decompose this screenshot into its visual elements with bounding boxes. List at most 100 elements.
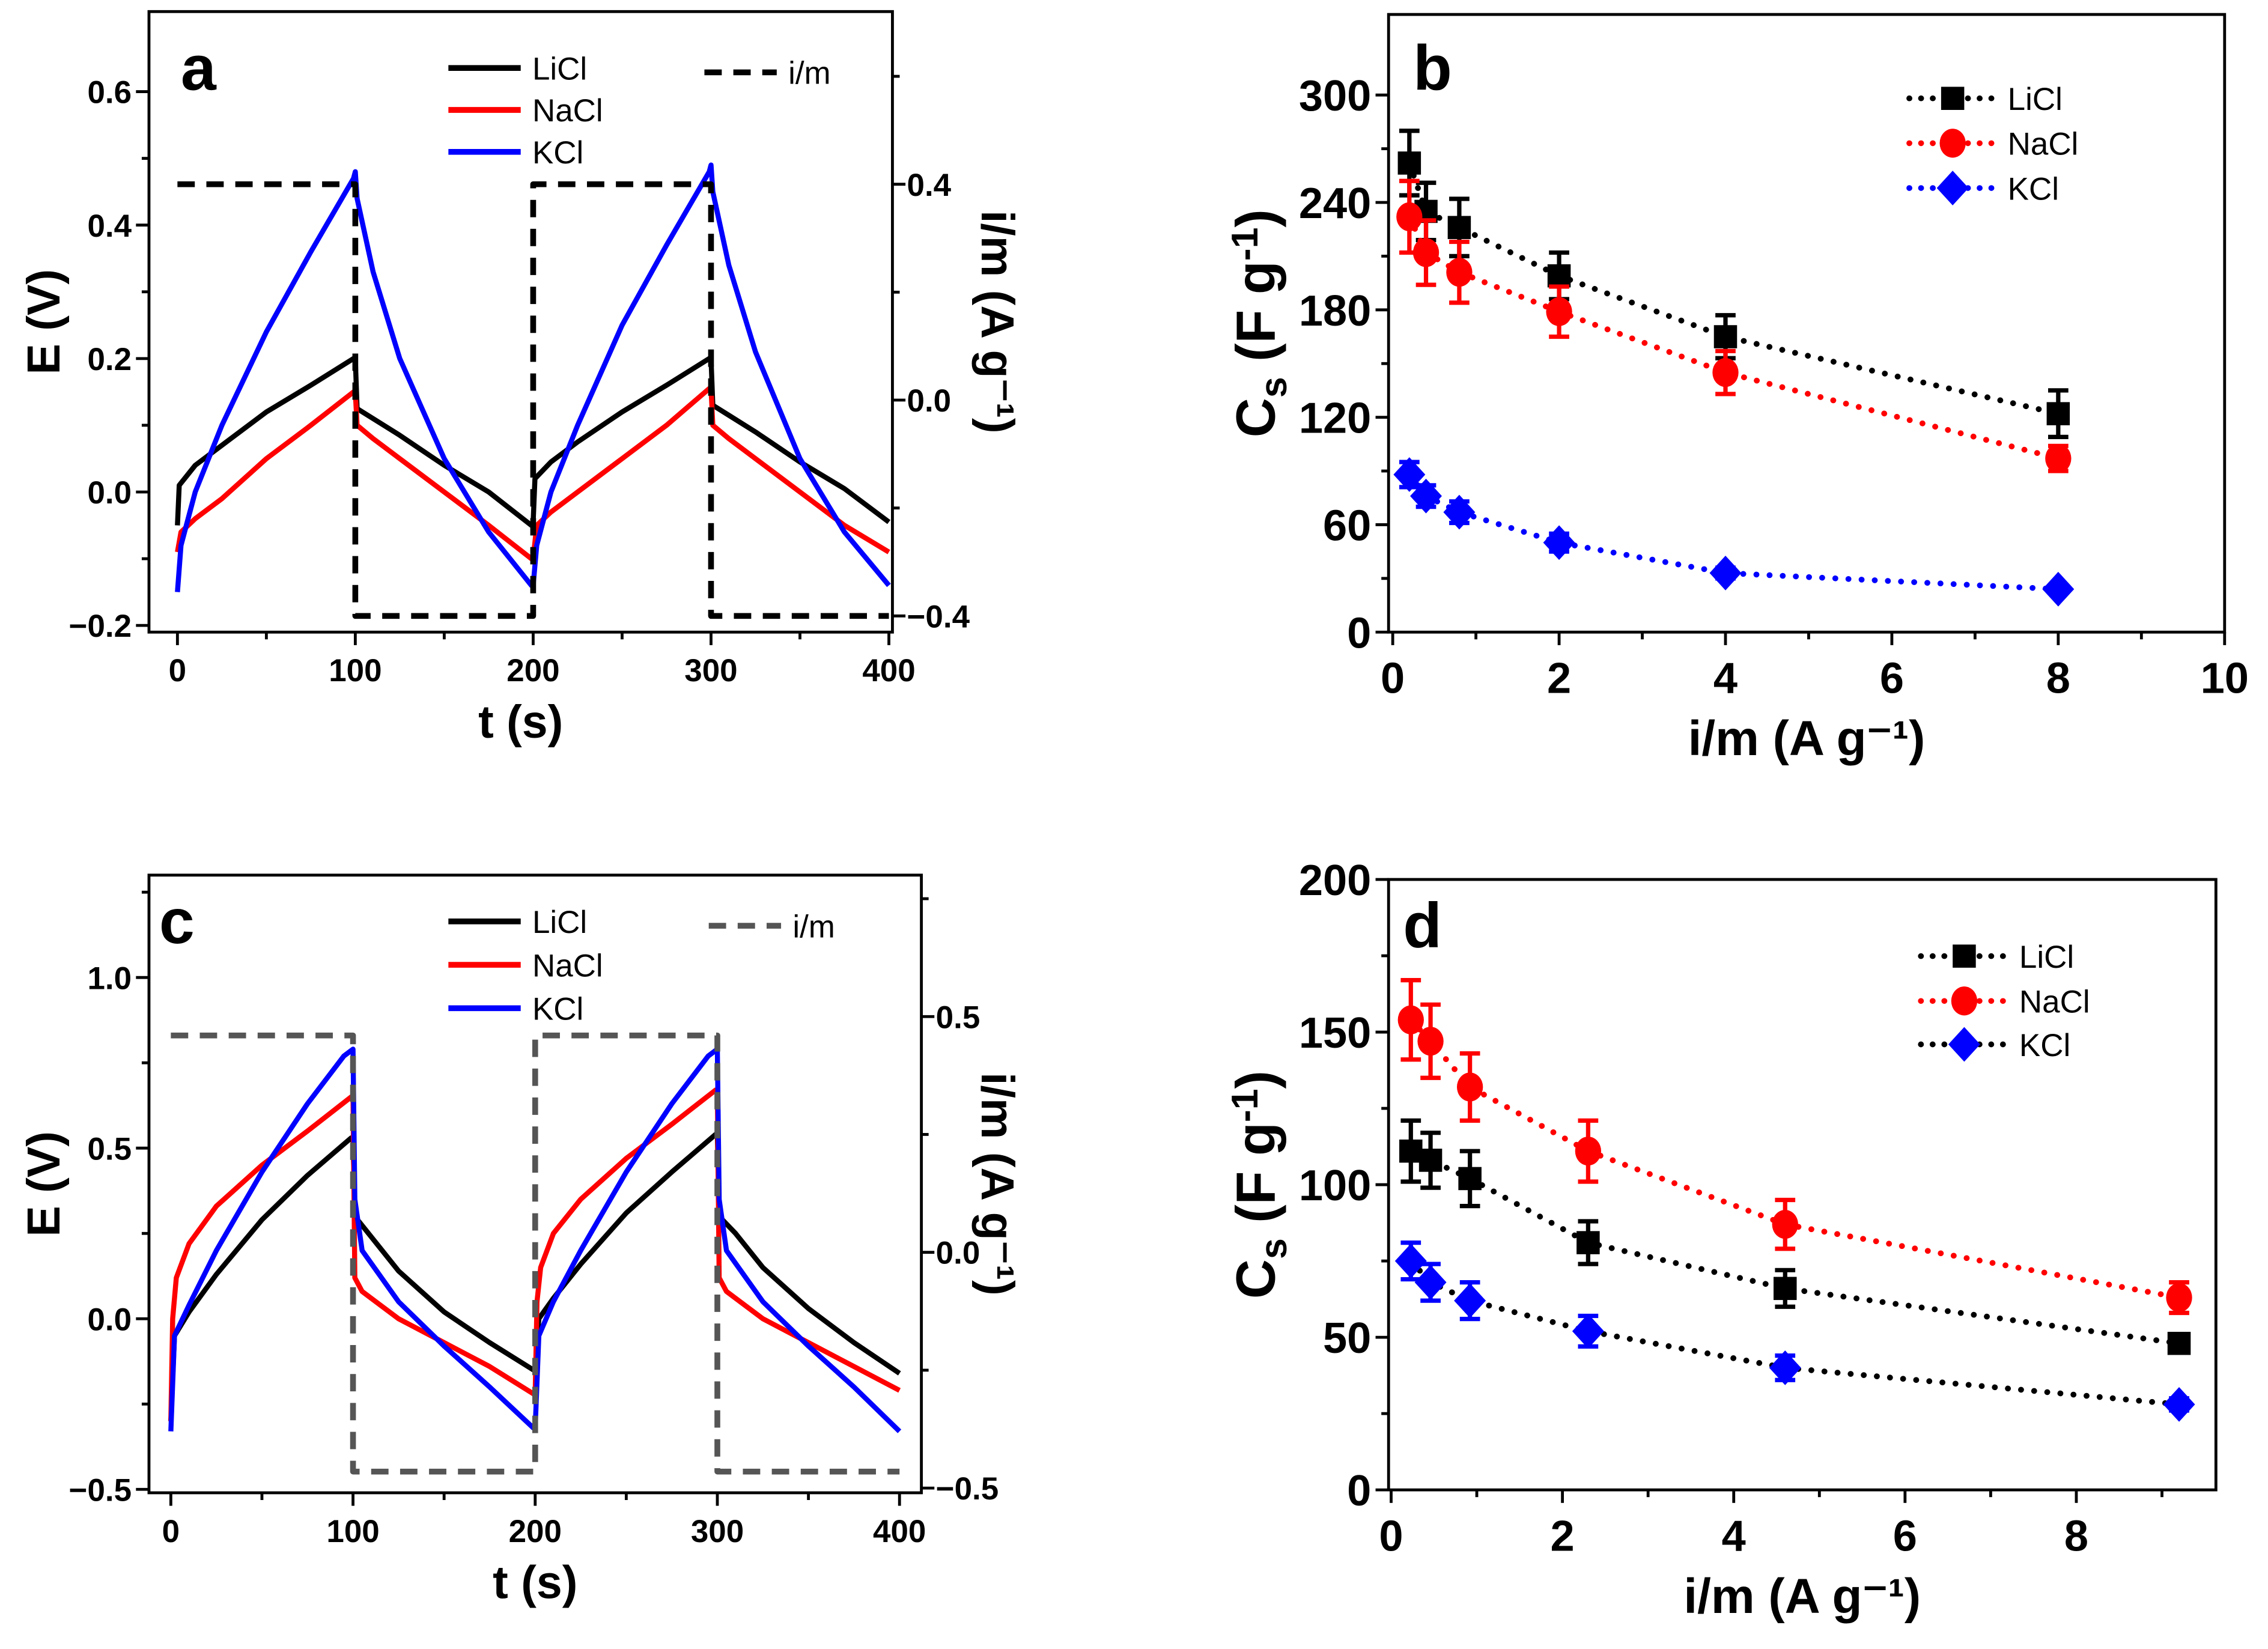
data-point-nacl (1446, 258, 1473, 287)
data-point-nacl (1397, 1005, 1424, 1034)
y2-tick-label: 0.5 (936, 1000, 980, 1035)
x-tick-label: 0 (162, 1514, 180, 1549)
y-tick-label: 60 (1323, 502, 1371, 550)
legend-label: NaCl (532, 948, 603, 983)
x-axis-label: i/m (A g⁻¹) (1688, 711, 1926, 766)
data-point-licl (1547, 264, 1571, 288)
x-tick-label: 8 (2046, 654, 2070, 702)
data-point-kcl (1769, 1350, 1801, 1385)
x-tick-label: 10 (2201, 654, 2249, 702)
legend-item-nacl: NaCl (1918, 985, 2090, 1020)
plot-frame (1387, 878, 2218, 1492)
panel-a: 0 100 200 300 400 −0.2 0.0 0.2 0.4 0.6 −0.4 0.0 0.4 t… (18, 10, 1023, 748)
data-point-kcl (1443, 494, 1476, 530)
panel-label: a (181, 32, 217, 103)
y-tick-label: 1.0 (87, 961, 132, 996)
panel-label: d (1403, 890, 1442, 961)
data-point-nacl (2166, 1283, 2192, 1313)
legend-label: KCl (2019, 1028, 2070, 1063)
y-tick-label: 150 (1299, 1009, 1371, 1057)
panel-label: b (1413, 32, 1452, 103)
legend-label: i/m (788, 56, 831, 91)
y2-tick-label: −0.5 (936, 1471, 999, 1507)
x-tick-label: 0 (1381, 654, 1405, 702)
legend-item-nacl: NaCl (448, 948, 603, 983)
data-point-kcl (1414, 1265, 1447, 1300)
y-axis-label: E (V) (18, 269, 70, 374)
data-point-nacl (1546, 297, 1572, 326)
legend-marker (1951, 986, 1978, 1016)
legend-label: KCl (2008, 171, 2059, 207)
data-point-nacl (1712, 358, 1739, 387)
x-tick-label: 100 (329, 653, 382, 688)
data-point-kcl (2163, 1386, 2195, 1422)
y-tick-label: 100 (1299, 1162, 1371, 1210)
trend-line-licl (1406, 160, 2061, 417)
y2-tick-label: 0.4 (907, 168, 952, 203)
legend-item-kcl: KCl (448, 135, 583, 171)
x-axis-label: t (s) (478, 696, 563, 748)
data-point-licl (1774, 1277, 1797, 1301)
legend-item-i-m: i/m (704, 56, 831, 91)
x-tick-label: 2 (1551, 1512, 1575, 1560)
y-axis-label-part: -1 (1224, 1089, 1266, 1122)
legend-label: KCl (532, 992, 583, 1027)
y2-tick-label: 0.0 (907, 383, 952, 419)
x-tick-label: 4 (1713, 654, 1737, 702)
data-point-licl (1576, 1231, 1600, 1254)
y-tick-label: 0 (1347, 1467, 1371, 1515)
plot-frame (1387, 13, 2227, 634)
panel-b: 0 2 4 6 8 10 0 60 120 180 240 300 i/m (A g⁻¹) Cs (F g… (1224, 13, 2249, 766)
x-axis-label: t (s) (493, 1557, 577, 1609)
data-point-licl (2167, 1331, 2191, 1355)
data-point-licl (1458, 1167, 1482, 1191)
y-tick-label: 0.2 (87, 342, 132, 377)
x-tick-label: 300 (691, 1514, 744, 1549)
y-axis-label-part: ) (1226, 209, 1287, 227)
y-axis-label: E (V) (18, 1131, 70, 1236)
y2-axis-label: i/m (A g⁻¹) (971, 1072, 1023, 1296)
y-tick-label: −0.2 (69, 609, 132, 644)
y-tick-label: 0 (1347, 609, 1371, 657)
x-axis-label: i/m (A g⁻¹) (1683, 1569, 1921, 1624)
data-point-nacl (1575, 1137, 1602, 1166)
y2-axis-label: i/m (A g⁻¹) (971, 210, 1023, 434)
y-tick-label: 0.5 (87, 1131, 132, 1167)
legend-label: LiCl (532, 51, 587, 87)
y-tick-label: 0.0 (87, 1302, 132, 1337)
legend-item-kcl: KCl (1918, 1027, 2070, 1063)
legend-label: NaCl (2019, 985, 2090, 1020)
data-point-nacl (2045, 444, 2072, 473)
x-tick-label: 8 (2064, 1512, 2088, 1560)
y-axis-label-part: (F g (1226, 1122, 1287, 1238)
data-point-kcl (1709, 556, 1742, 591)
trend-line-licl (1408, 1148, 2182, 1347)
data-point-nacl (1417, 1027, 1444, 1056)
y-tick-label: 200 (1299, 857, 1371, 905)
y-tick-label: 240 (1299, 180, 1371, 228)
legend-marker (1939, 129, 1966, 158)
legend-item-licl: LiCl (1906, 82, 2063, 117)
data-point-licl (1713, 325, 1737, 348)
series-line-i-m (171, 1032, 900, 1475)
data-point-nacl (1412, 238, 1440, 267)
legend-item-nacl: NaCl (448, 93, 603, 129)
data-point-kcl (1394, 1244, 1427, 1278)
panel-d: 0 2 4 6 8 0 50 100 150 200 i/m (A g⁻¹) Cs (F g-1) d L… (1224, 857, 2218, 1624)
legend-item-licl: LiCl (1918, 940, 2074, 975)
x-tick-label: 4 (1722, 1512, 1746, 1560)
data-point-nacl (1456, 1072, 1483, 1102)
x-tick-label: 100 (326, 1514, 379, 1549)
x-tick-label: 6 (1880, 654, 1904, 702)
data-point-licl (1418, 1149, 1443, 1172)
y-tick-label: 0.6 (87, 75, 132, 111)
data-point-nacl (1396, 202, 1423, 231)
y-tick-label: −0.5 (69, 1472, 132, 1508)
legend-item-licl: LiCl (448, 905, 587, 940)
data-point-kcl (2042, 571, 2075, 607)
y-axis-label-part: s (1253, 377, 1295, 398)
panel-c: 0 100 200 300 400 −0.5 0.0 0.5 1.0 −0.5 0.0 0.5 t (s… (18, 873, 1023, 1609)
y-axis-label: Cs (F g-1) (1224, 209, 1295, 437)
x-tick-label: 300 (684, 653, 737, 688)
